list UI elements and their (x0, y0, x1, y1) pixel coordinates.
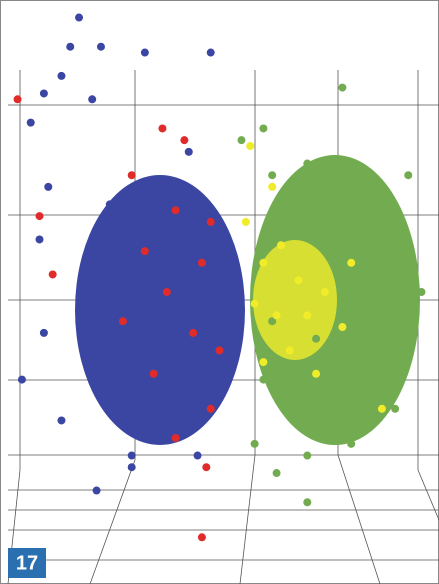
point (127, 171, 136, 180)
point (39, 328, 48, 337)
point (35, 235, 44, 244)
point (268, 171, 277, 180)
point (285, 404, 294, 413)
point (303, 498, 312, 507)
point (75, 13, 84, 22)
point (303, 311, 312, 320)
point (215, 346, 224, 355)
point (391, 404, 400, 413)
point (276, 241, 285, 250)
point (26, 118, 35, 127)
density-blobs (75, 155, 420, 445)
point (320, 288, 329, 296)
point (285, 346, 294, 355)
point (369, 288, 378, 296)
point (338, 323, 347, 332)
point (206, 48, 215, 57)
point (66, 42, 75, 51)
figure-badge (8, 548, 46, 578)
point (206, 217, 215, 226)
point (44, 182, 53, 191)
point (382, 229, 391, 238)
point (92, 486, 101, 495)
point (13, 95, 22, 104)
point (197, 258, 206, 267)
point (294, 276, 303, 285)
point (140, 404, 149, 413)
point (96, 42, 105, 51)
point (193, 317, 202, 326)
point (171, 217, 180, 226)
point (197, 533, 206, 542)
point (215, 241, 224, 250)
point (303, 451, 312, 460)
point (404, 171, 413, 180)
point (206, 404, 215, 413)
point (105, 200, 114, 209)
point (162, 288, 171, 296)
point (180, 416, 189, 425)
point (259, 258, 268, 267)
point (281, 229, 290, 238)
point (149, 346, 158, 355)
point (312, 334, 321, 343)
point (259, 124, 268, 133)
point (189, 328, 198, 337)
point (215, 393, 224, 402)
point (268, 182, 277, 191)
point (202, 463, 211, 472)
figure-number: 17 (16, 552, 38, 574)
point (127, 229, 136, 238)
point (325, 241, 334, 250)
point (140, 48, 149, 57)
point (180, 136, 189, 145)
point (377, 404, 386, 413)
point (259, 358, 268, 367)
point (83, 258, 92, 267)
point (268, 317, 277, 326)
point (127, 463, 136, 472)
point (347, 182, 356, 191)
point (338, 83, 347, 92)
point (329, 416, 338, 425)
point (312, 369, 321, 378)
point (373, 393, 382, 402)
point (250, 299, 259, 308)
point (347, 258, 356, 267)
point (127, 451, 136, 460)
point (237, 136, 246, 145)
point (140, 247, 149, 256)
point (417, 288, 426, 296)
point (241, 217, 250, 226)
point (118, 317, 127, 326)
point (158, 124, 167, 133)
point (57, 71, 66, 80)
point (88, 95, 97, 104)
point (272, 311, 281, 320)
point (171, 434, 180, 442)
point (17, 375, 26, 384)
point (347, 439, 356, 448)
point (355, 346, 364, 355)
point (39, 89, 48, 98)
point (118, 288, 127, 296)
point (35, 212, 44, 221)
point (246, 142, 255, 150)
point (92, 334, 101, 343)
point (303, 159, 312, 168)
point (149, 369, 158, 378)
point (250, 439, 259, 448)
point (48, 270, 57, 279)
points (13, 13, 426, 542)
point (259, 375, 268, 384)
point (272, 469, 281, 478)
point (105, 375, 114, 384)
point (57, 416, 66, 425)
point (184, 147, 193, 156)
point (224, 288, 233, 296)
point (171, 206, 180, 215)
point (193, 451, 202, 460)
point (391, 317, 400, 326)
